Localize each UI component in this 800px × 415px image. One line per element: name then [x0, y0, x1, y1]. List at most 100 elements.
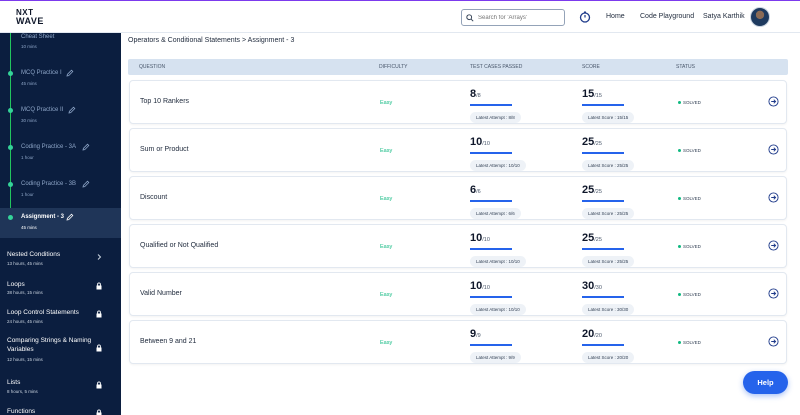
question-title[interactable]: Qualified or Not Qualified [140, 242, 219, 249]
latest-attempt-badge: Latest Attempt : 8/8 [470, 112, 521, 123]
latest-attempt-badge: Latest Attempt : 9/9 [470, 352, 521, 363]
arrow-right-circle-icon[interactable] [768, 336, 779, 347]
topic-title: Functions [7, 408, 36, 415]
logo-line-2: WAVE [16, 16, 44, 26]
sidebar: Cheat Sheet 10 mins MCQ Practice I 45 mi… [0, 33, 121, 415]
latest-score-badge: Latest Score : 30/30 [582, 304, 635, 315]
header-question: QUESTION [139, 64, 166, 70]
score-total: /30 [594, 285, 602, 291]
sidebar-step-assignment-3[interactable]: Assignment - 3 45 mins [0, 208, 121, 238]
completed-dot-icon [8, 182, 13, 187]
status-text: SOLVED [683, 244, 701, 249]
edit-icon [66, 69, 74, 77]
sidebar-topic-nested-conditions[interactable]: Nested Conditions 13 hours, 45 mins [0, 243, 121, 273]
score-progress-bar [582, 200, 624, 202]
status-badge: SOLVED [678, 196, 701, 201]
search-box[interactable] [461, 9, 565, 26]
difficulty-label: Easy [380, 292, 393, 298]
solved-dot-icon [678, 245, 681, 248]
score-value: 25 [582, 232, 595, 244]
topic-duration: 13 hours, 45 mins [7, 261, 43, 266]
status-badge: SOLVED [678, 148, 701, 153]
nav-home-link[interactable]: Home [606, 13, 625, 20]
latest-score-badge: Latest Score : 20/20 [582, 352, 635, 363]
test-cases-passed: 10 [470, 280, 483, 292]
question-title[interactable]: Discount [140, 194, 168, 201]
sidebar-step-mcq-practice-1[interactable]: MCQ Practice I 45 mins [0, 67, 121, 103]
user-name[interactable]: Satya Karthik [703, 13, 745, 20]
arrow-right-circle-icon[interactable] [768, 240, 779, 251]
sidebar-step-coding-practice-3b[interactable]: Coding Practice - 3B 1 hour [0, 178, 121, 214]
edit-icon [82, 180, 90, 188]
status-badge: SOLVED [678, 340, 701, 345]
sidebar-topic-functions[interactable]: Functions [0, 400, 121, 415]
sidebar-topic-loops[interactable]: Loops 38 hours, 15 mins [0, 273, 121, 303]
test-cases-total: /8 [476, 93, 481, 99]
sidebar-topic-lists[interactable]: Lists 8 hours, 5 mins [0, 371, 121, 401]
search-input[interactable] [478, 14, 563, 21]
edit-icon [68, 106, 76, 114]
question-title[interactable]: Sum or Product [140, 146, 189, 153]
status-text: SOLVED [683, 292, 701, 297]
topic-title: Nested Conditions [7, 251, 61, 258]
topic-title: Loop Control Statements [7, 309, 79, 316]
step-duration: 45 mins [21, 225, 37, 230]
topic-title: Loops [7, 281, 25, 288]
table-row[interactable]: Sum or Product Easy 10/10 Latest Attempt : … [129, 128, 787, 172]
score-value: 15 [582, 88, 595, 100]
score-total: /20 [594, 333, 602, 339]
solved-dot-icon [678, 293, 681, 296]
latest-score-badge: Latest Score : 15/15 [582, 112, 635, 123]
test-cases-progress-bar [470, 104, 512, 106]
sidebar-step-cheat-sheet[interactable]: Cheat Sheet 10 mins [0, 33, 121, 65]
score-progress-bar [582, 104, 624, 106]
table-row[interactable]: Between 9 and 21 Easy 9/9 Latest Attempt : … [129, 320, 787, 364]
breadcrumb: Operators & Conditional Statements > Ass… [128, 37, 295, 44]
edit-icon [66, 213, 74, 221]
test-cases-total: /10 [482, 285, 490, 291]
latest-score-badge: Latest Score : 25/25 [582, 256, 635, 267]
latest-attempt-badge: Latest Attempt : 6/6 [470, 208, 521, 219]
question-title[interactable]: Top 10 Rankers [140, 98, 190, 105]
test-cases-passed: 6 [470, 184, 477, 196]
latest-attempt-badge: Latest Attempt : 10/10 [470, 304, 526, 315]
table-row[interactable]: Valid Number Easy 10/10 Latest Attempt : 10… [129, 272, 787, 316]
table-row[interactable]: Discount Easy 6/6 Latest Attempt : 6/6 25/25… [129, 176, 787, 220]
question-title[interactable]: Valid Number [140, 290, 182, 297]
sidebar-step-coding-practice-3a[interactable]: Coding Practice - 3A 1 hour [0, 141, 121, 177]
status-text: SOLVED [683, 100, 701, 105]
status-text: SOLVED [683, 196, 701, 201]
sidebar-topic-comparing-strings[interactable]: Comparing Strings & Naming Variables 12 … [0, 329, 121, 369]
question-title[interactable]: Between 9 and 21 [140, 338, 197, 345]
arrow-right-circle-icon[interactable] [768, 288, 779, 299]
header-test-cases: TEST CASES PASSED [470, 64, 523, 70]
step-duration: 1 hour [21, 155, 34, 160]
completed-dot-icon [8, 145, 13, 150]
topic-title: Comparing Strings & Naming Variables [7, 337, 92, 353]
header-status: STATUS [676, 64, 695, 70]
score-progress-bar [582, 344, 624, 346]
nav-code-playground-link[interactable]: Code Playground [640, 13, 695, 20]
lock-icon [96, 282, 102, 290]
nxtwave-logo[interactable]: NXT WAVE [16, 8, 56, 28]
test-cases-cell: 10/10 Latest Attempt : 10/10 [470, 137, 550, 172]
test-cases-passed: 9 [470, 328, 477, 340]
arrow-right-circle-icon[interactable] [768, 144, 779, 155]
top-navbar: NXT WAVE Home Code Playground Satya Kart… [0, 0, 800, 33]
arrow-right-circle-icon[interactable] [768, 192, 779, 203]
table-row[interactable]: Top 10 Rankers Easy 8/8 Latest Attempt : 8/… [129, 80, 787, 124]
arrow-right-circle-icon[interactable] [768, 96, 779, 107]
sidebar-step-mcq-practice-2[interactable]: MCQ Practice II 30 mins [0, 104, 121, 140]
table-row[interactable]: Qualified or Not Qualified Easy 10/10 Lates… [129, 224, 787, 268]
score-cell: 20/20 Latest Score : 20/20 [582, 329, 662, 364]
test-cases-passed: 10 [470, 136, 483, 148]
logo-line-1: NXT [16, 8, 34, 17]
search-icon [466, 13, 474, 22]
status-badge: SOLVED [678, 100, 701, 105]
avatar[interactable] [750, 7, 770, 27]
step-title: Coding Practice - 3B [21, 181, 77, 187]
help-button[interactable]: Help [743, 371, 788, 394]
stopwatch-icon[interactable] [579, 11, 591, 23]
difficulty-label: Easy [380, 244, 393, 250]
sidebar-topic-loop-control-statements[interactable]: Loop Control Statements 24 hours, 45 min… [0, 301, 121, 331]
